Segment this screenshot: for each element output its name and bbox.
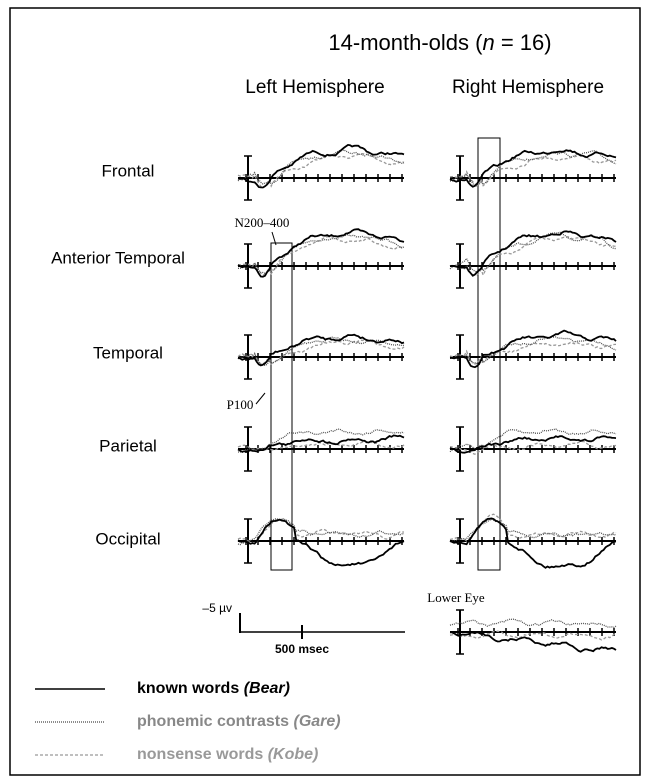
- waveform: [237, 333, 405, 367]
- waveform: [237, 143, 405, 189]
- waveform: [449, 440, 617, 455]
- waveform: [449, 435, 617, 454]
- waveform: [449, 236, 617, 277]
- row-label: Parietal: [99, 436, 157, 455]
- waveform: [450, 150, 617, 187]
- waveform: [237, 518, 405, 567]
- waveform: [449, 149, 617, 188]
- row-label: Occipital: [95, 529, 160, 548]
- waveform: [237, 149, 405, 185]
- waveform: [449, 341, 617, 365]
- annotation: P100: [227, 397, 254, 412]
- legend-entry: phonemic contrasts (Gare): [137, 713, 341, 730]
- scale-label: –5 µv: [202, 601, 232, 615]
- waveform: [237, 518, 405, 545]
- row-label: Anterior Temporal: [51, 248, 185, 267]
- scale-label: 500 msec: [275, 642, 329, 656]
- waveform: [237, 434, 405, 453]
- annotation: Lower Eye: [427, 590, 485, 605]
- waveform: [237, 517, 405, 546]
- waveform: [449, 230, 617, 277]
- waveform: [449, 154, 617, 187]
- waveform: [449, 428, 617, 453]
- window-box: [270, 242, 293, 571]
- waveform: [237, 339, 405, 365]
- waveform: [449, 517, 617, 569]
- row-label: Frontal: [102, 161, 155, 180]
- waveform: [237, 336, 404, 366]
- waveform: [449, 630, 617, 641]
- window-box: [477, 137, 501, 571]
- waveform: [237, 233, 405, 275]
- legend-entry: nonsense words (Kobe): [137, 746, 318, 763]
- arrow: [255, 392, 266, 405]
- waveform: [237, 235, 405, 276]
- annotation: N200–400: [235, 215, 290, 230]
- column-header: Right Hemisphere: [452, 77, 604, 98]
- waveform: [237, 439, 405, 452]
- frame: [9, 7, 641, 776]
- waveform: [450, 329, 617, 369]
- row-label: Temporal: [93, 343, 163, 362]
- title: 14-month-olds (n = 16): [328, 30, 551, 55]
- waveform: [449, 631, 617, 653]
- legend-entry: known words (Bear): [137, 680, 290, 697]
- arrow: [271, 231, 277, 246]
- column-header: Left Hemisphere: [245, 77, 384, 98]
- waveform: [237, 228, 405, 278]
- waveform: [237, 152, 405, 189]
